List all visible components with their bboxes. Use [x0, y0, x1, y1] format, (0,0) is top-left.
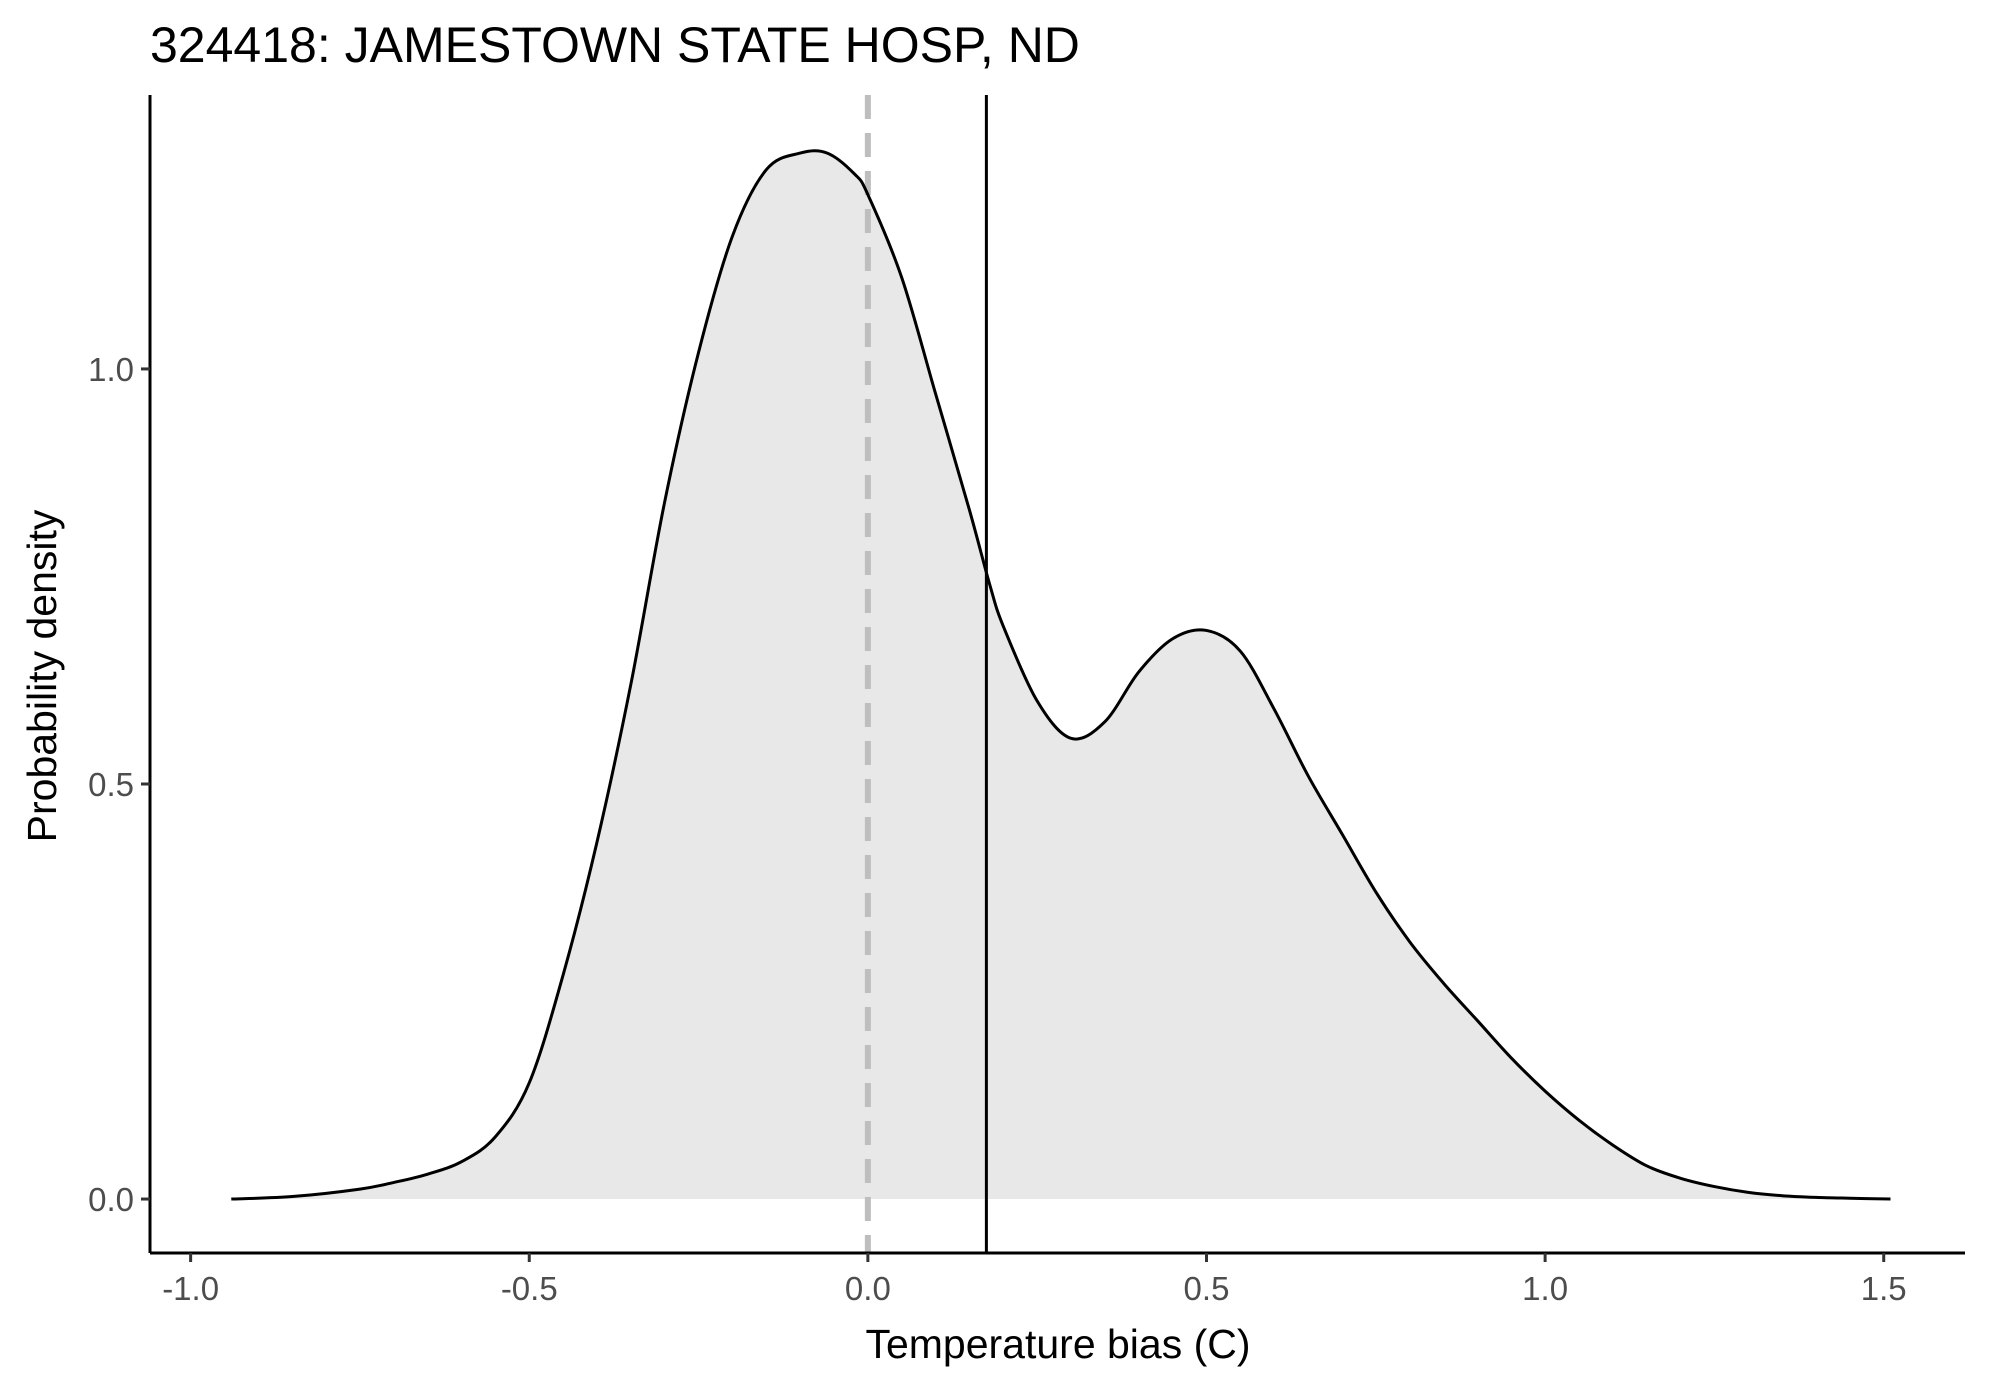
density-curve-line — [231, 149, 1891, 1201]
chart-title: 324418: JAMESTOWN STATE HOSP, ND — [150, 17, 1080, 73]
y-axis-title: Probability density — [19, 509, 65, 842]
x-tick-label: -0.5 — [501, 1270, 558, 1307]
x-axis-title: Temperature bias (C) — [865, 1321, 1250, 1367]
y-axis-ticks: 0.0 0.5 1.0 — [88, 351, 150, 1218]
x-tick-label: 1.0 — [1522, 1270, 1568, 1307]
x-tick-label: -1.0 — [162, 1270, 219, 1307]
y-tick-label: 0.5 — [88, 766, 134, 803]
density-area-fill — [231, 150, 1891, 1200]
plot-area — [231, 95, 1891, 1253]
x-tick-label: 0.5 — [1184, 1270, 1230, 1307]
x-tick-label: 1.5 — [1861, 1270, 1907, 1307]
x-axis-ticks: -1.0 -0.5 0.0 0.5 1.0 1.5 — [162, 1253, 1907, 1307]
x-tick-label: 0.0 — [845, 1270, 891, 1307]
y-tick-label: 1.0 — [88, 351, 134, 388]
y-tick-label: 0.0 — [88, 1181, 134, 1218]
